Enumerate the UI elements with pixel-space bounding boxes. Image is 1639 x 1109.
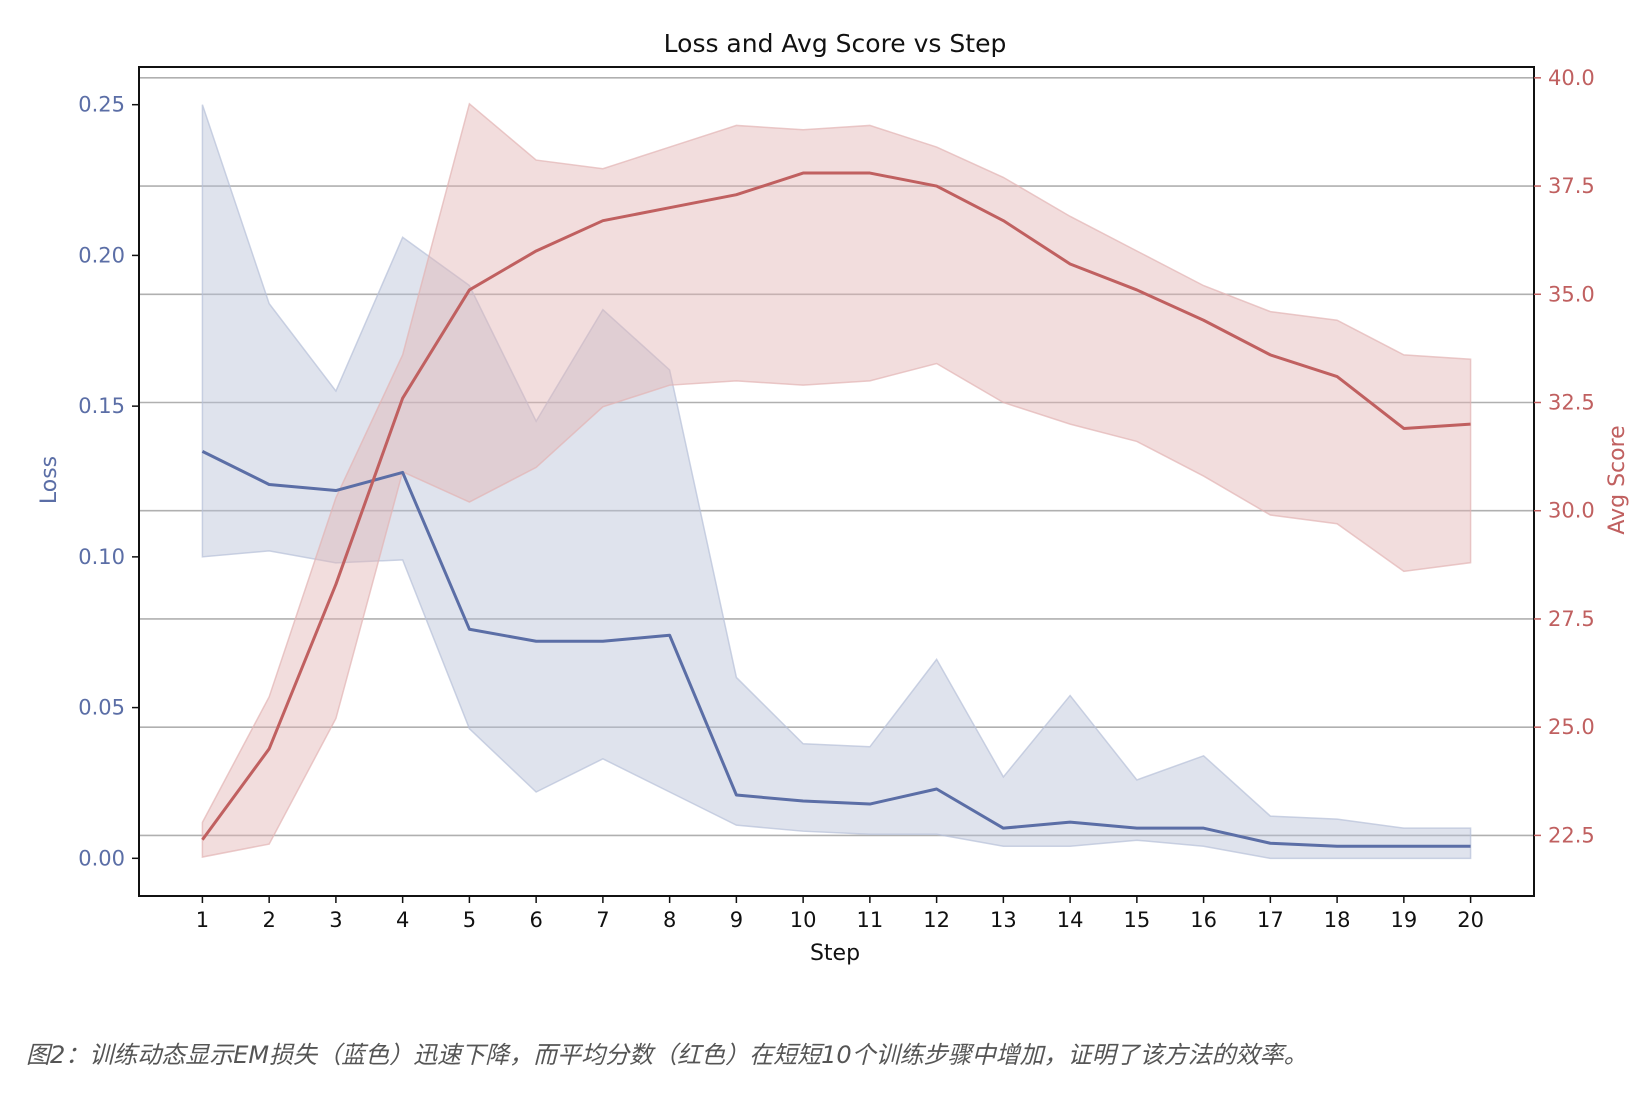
x-tick-label-15: 16 — [1190, 908, 1217, 932]
x-tick-label-14: 15 — [1123, 908, 1150, 932]
y-right-axis-label: Avg Score — [1605, 425, 1630, 534]
gridlines — [139, 77, 1534, 837]
chart-title: Loss and Avg Score vs Step — [664, 29, 1007, 58]
x-tick-label-9: 10 — [790, 908, 817, 932]
plot-frame — [138, 66, 1535, 897]
series-line-1 — [201, 171, 1471, 841]
x-tick-label-11: 12 — [923, 908, 950, 932]
y-left-tick-label-4: 0.20 — [78, 243, 125, 267]
y-right-tick-label-6: 37.5 — [1548, 174, 1595, 198]
y-left-tick-label-3: 0.15 — [78, 394, 125, 418]
x-tick-label-7: 8 — [663, 908, 676, 932]
x-tick-label-3: 4 — [396, 908, 409, 932]
x-axis-label: Step — [810, 941, 860, 966]
confidence-bands — [201, 102, 1472, 860]
dual-axis-line-chart: Loss and Avg Score vs Step 1 2 3 4 5 6 7 8 9 10 11… — [37, 29, 1630, 966]
y-left-tick-label-2: 0.10 — [78, 545, 125, 569]
x-tick-label-16: 17 — [1257, 908, 1284, 932]
series-band-0 — [201, 104, 1472, 860]
x-tick-label-2: 3 — [329, 908, 342, 932]
y-right-tick-label-1: 25.0 — [1548, 715, 1595, 739]
x-tick-label-8: 9 — [730, 908, 743, 932]
x-tick-label-17: 18 — [1324, 908, 1351, 932]
series-line-0 — [201, 450, 1471, 848]
y-left-tick-label-5: 0.25 — [78, 93, 125, 117]
axis-ticks: 1 2 3 4 5 6 7 8 9 10 11 12 13 14 15 16 17 18 19 200.000.050… — [78, 66, 1595, 932]
y-left-tick-label-1: 0.05 — [78, 696, 125, 720]
y-right-tick-label-0: 22.5 — [1548, 823, 1595, 847]
y-right-tick-label-5: 35.0 — [1548, 282, 1595, 306]
x-tick-label-12: 13 — [990, 908, 1017, 932]
x-tick-label-13: 14 — [1057, 908, 1084, 932]
y-right-tick-label-4: 32.5 — [1548, 390, 1595, 414]
y-right-tick-label-3: 30.0 — [1548, 499, 1595, 523]
x-tick-label-10: 11 — [857, 908, 884, 932]
x-tick-label-4: 5 — [463, 908, 476, 932]
x-tick-label-5: 6 — [529, 908, 542, 932]
x-tick-label-18: 19 — [1390, 908, 1417, 932]
series-band-1 — [201, 102, 1472, 858]
x-tick-label-1: 2 — [262, 908, 275, 932]
y-right-tick-label-2: 27.5 — [1548, 607, 1595, 631]
x-tick-label-6: 7 — [596, 908, 609, 932]
x-tick-label-0: 1 — [196, 908, 209, 932]
x-tick-label-19: 20 — [1457, 908, 1484, 932]
y-right-tick-label-7: 40.0 — [1548, 66, 1595, 90]
series-lines — [201, 171, 1471, 848]
y-left-axis-label: Loss — [37, 456, 62, 504]
y-left-tick-label-0: 0.00 — [78, 846, 125, 870]
figure-caption: 图2：训练动态显示EM损失（蓝色）迅速下降，而平均分数（红色）在短短10个训练步… — [26, 1041, 1308, 1069]
